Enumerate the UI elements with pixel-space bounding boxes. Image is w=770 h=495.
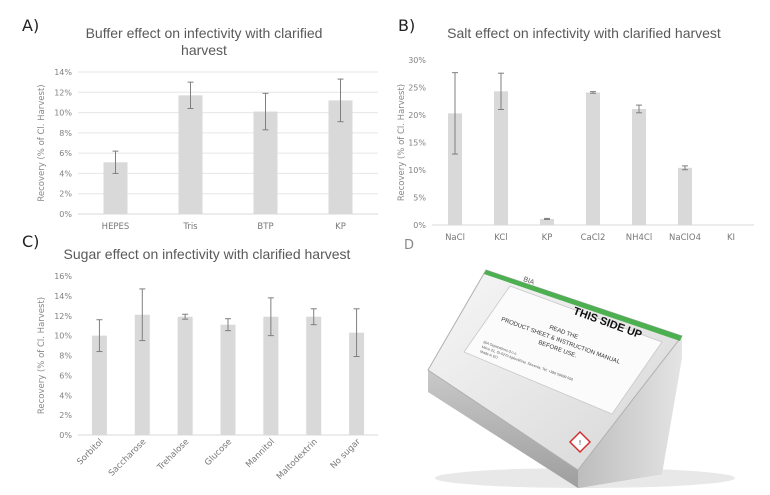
chart-c-ytick-label: 0% <box>59 431 72 440</box>
chart-b-category-label: NaCl <box>445 233 465 243</box>
chart-b-bar <box>586 92 600 225</box>
chart-c-ytick-label: 4% <box>59 391 72 400</box>
chart-b-ytick-label: 10% <box>408 166 426 175</box>
chart-a-ytick-label: 2% <box>59 190 72 199</box>
chart-c-ytick-label: 6% <box>59 371 72 380</box>
chart-c-category-label: Maltodextrin <box>275 437 320 482</box>
chart-b-category-label: NH4Cl <box>626 233 652 243</box>
chart-b-category-label: KP <box>542 233 553 243</box>
chart-a-ylabel: Recovery (% of Cl. Harvest) <box>37 84 47 201</box>
chart-b-category-label: KCl <box>494 233 507 243</box>
chart-c-ylabel: Recovery (% of Cl. Harvest) <box>37 297 47 414</box>
chart-b-ytick-label: 5% <box>413 194 426 203</box>
chart-a-category-label: Tris <box>182 222 198 232</box>
chart-c-category-label: Mannitol <box>244 437 277 470</box>
product-box-photo: BIA THIS SIDE UP READ THE PRODUCT SHEET … <box>400 242 770 490</box>
chart-c-bar <box>263 316 279 435</box>
box-label <box>463 285 663 415</box>
chart-b-category-label: NaClO4 <box>669 233 701 243</box>
chart-c-category-label: Saccharose <box>107 437 149 479</box>
chart-a-ytick-label: 10% <box>54 109 72 118</box>
svg-text:!: ! <box>579 439 582 447</box>
chart-b-bar <box>494 91 508 225</box>
chart-b-title: Salt effect on infectivity with clarifie… <box>447 25 721 41</box>
chart-a-ytick-label: 14% <box>54 68 72 77</box>
chart-a-category-label: BTP <box>257 222 273 232</box>
chart-b-ytick-label: 30% <box>408 56 426 65</box>
chart-c-bar <box>306 316 322 435</box>
chart-a-ytick-label: 6% <box>59 149 72 158</box>
chart-a-title: harvest <box>181 42 227 58</box>
chart-c-bar <box>91 335 107 435</box>
brand-logo: BIA <box>522 276 535 287</box>
chart-a-category-label: HEPES <box>102 222 130 232</box>
chart-c-title: Sugar effect on infectivity with clarifi… <box>64 246 351 262</box>
chart-b-ytick-label: 15% <box>408 139 426 148</box>
chart-b-bar <box>540 218 554 225</box>
chart-b-bar <box>448 113 462 225</box>
panel-label-a: A) <box>22 16 40 35</box>
panel-label-d: D <box>404 238 415 253</box>
chart-c-bar <box>134 314 150 435</box>
chart-b-ylabel: Recovery (% of Cl. Harvest) <box>397 84 407 201</box>
panel-label-b: B) <box>398 16 416 35</box>
chart-b-category-label: KI <box>727 233 735 243</box>
green-stripe <box>484 270 682 341</box>
chart-c-ytick-label: 8% <box>59 352 72 361</box>
chart-c-category-label: Trehalose <box>155 437 191 473</box>
chart-b-ytick-label: 20% <box>408 111 426 120</box>
chart-c-bar <box>220 324 236 435</box>
chart-a-ytick-label: 12% <box>54 88 72 97</box>
chart-c-category-label: No sugar <box>329 437 363 471</box>
chart-b-ytick-label: 0% <box>413 221 426 230</box>
chart-c-bar <box>177 316 193 435</box>
chart-c-category-label: Glucose <box>203 437 234 468</box>
chart-b-ytick-label: 25% <box>408 84 426 93</box>
chart-c-category-label: Sorbitol <box>75 437 105 467</box>
panel-label-c: C) <box>22 232 40 251</box>
chart-c-ytick-label: 10% <box>54 332 72 341</box>
chart-a-ytick-label: 0% <box>59 210 72 219</box>
box-front <box>578 336 682 488</box>
chart-c-ytick-label: 16% <box>54 272 72 281</box>
chart-c-ytick-label: 14% <box>54 292 72 301</box>
chart-b-category-label: CaCl2 <box>581 233 606 243</box>
chart-a-ytick-label: 4% <box>59 169 72 178</box>
chart-c-ytick-label: 2% <box>59 411 72 420</box>
chart-a-title: Buffer effect on infectivity with clarif… <box>86 25 323 41</box>
chart-a-category-label: KP <box>335 222 346 232</box>
chart-c-ytick-label: 12% <box>54 312 72 321</box>
chart-b-bar <box>632 108 646 225</box>
address-line-3: Made in EU <box>479 350 498 360</box>
chart-c-bar <box>349 332 365 435</box>
chart-a-bar <box>178 95 203 214</box>
chart-a-ytick-label: 8% <box>59 129 72 138</box>
hazard-icon <box>568 430 592 454</box>
chart-b-bar <box>678 167 692 225</box>
